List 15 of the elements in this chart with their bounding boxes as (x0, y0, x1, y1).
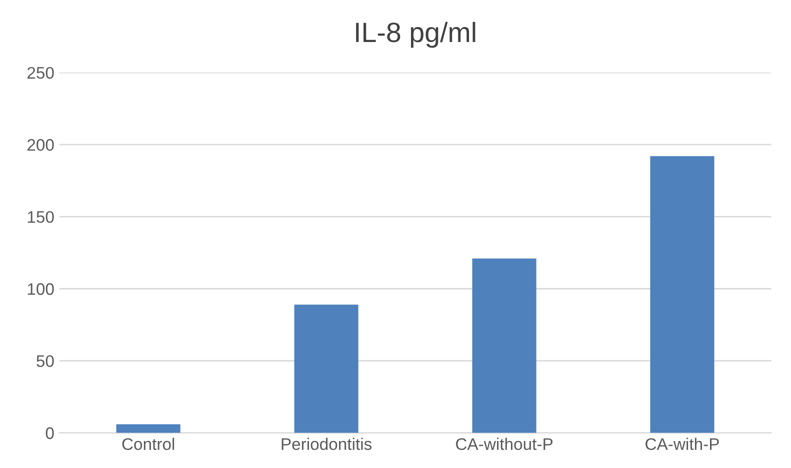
y-tick-label: 200 (28, 139, 54, 151)
x-tick-label: CA-without-P (456, 438, 552, 450)
y-tick-label: 0 (46, 427, 54, 440)
bar (472, 258, 536, 433)
y-tick-label: 50 (36, 355, 54, 368)
y-tick-label: 100 (28, 283, 54, 295)
x-tick-label: CA-with-P (646, 438, 719, 450)
bar (650, 156, 714, 433)
bar (116, 424, 180, 433)
bar (294, 304, 358, 433)
chart-title: IL-8 pg/ml (356, 22, 476, 48)
y-tick-label: 150 (28, 211, 54, 223)
x-tick-label: Periodontitis (282, 438, 372, 450)
x-tick-label: Control (122, 438, 174, 450)
y-tick-label: 250 (28, 66, 54, 79)
